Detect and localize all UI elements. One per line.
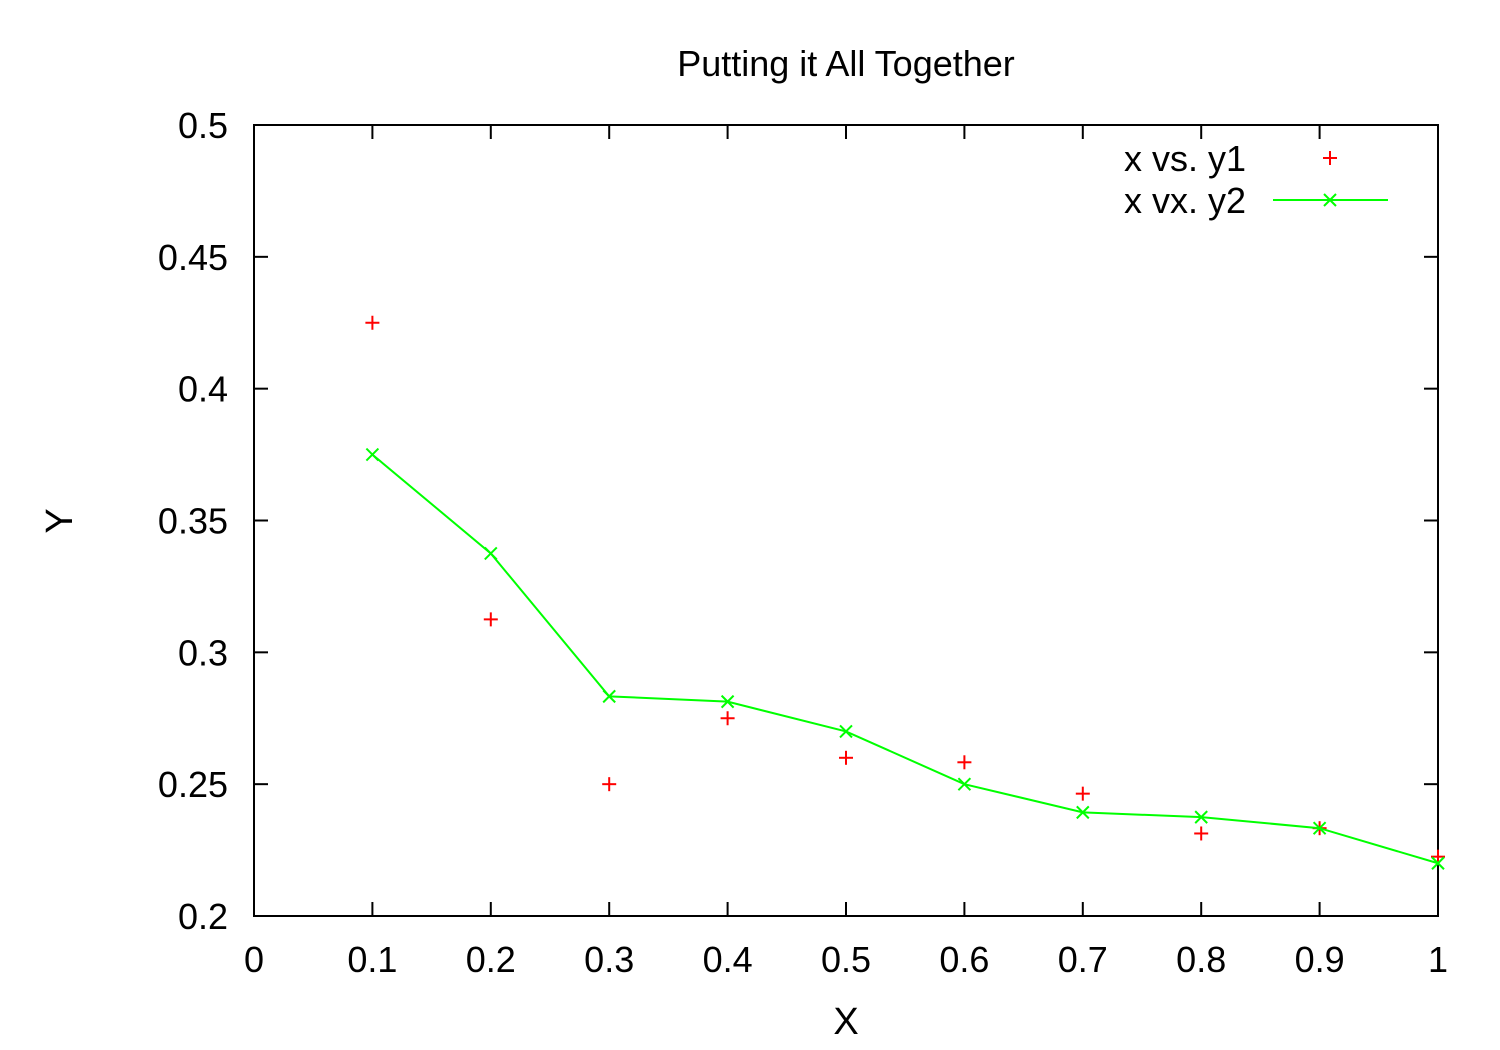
y-tick-label: 0.25	[158, 764, 228, 805]
y-tick-label: 0.2	[178, 896, 228, 937]
x-tick-label: 0.1	[347, 939, 397, 980]
y-axis-ticks: 0.2 0.25 0.3 0.35 0.4 0.45 0.5	[158, 105, 1438, 937]
y-tick-label: 0.5	[178, 105, 228, 146]
y-tick-label: 0.3	[178, 632, 228, 673]
legend-marker	[1323, 151, 1337, 165]
x-tick-label: 0.3	[584, 939, 634, 980]
series-2-point	[365, 447, 380, 462]
legend: x vs. y1x vx. y2	[1124, 138, 1388, 221]
series-1-point	[1431, 849, 1445, 864]
x-tick-label: 0.7	[1058, 939, 1108, 980]
series-1-point	[1194, 826, 1209, 841]
series-2-line	[371, 453, 1439, 865]
x-tick-label: 0.5	[821, 939, 871, 980]
y-tick-label: 0.45	[158, 237, 228, 278]
x-tick-label: 0	[244, 939, 264, 980]
series-2-point	[484, 546, 498, 561]
series-1-point	[720, 711, 735, 726]
x-tick-label: 0.6	[939, 939, 989, 980]
series-1-point	[365, 315, 380, 330]
series-1-point	[839, 750, 853, 765]
series-2-point	[1431, 856, 1445, 870]
x-tick-label: 0.4	[703, 939, 753, 980]
y-axis-label: Y	[39, 508, 81, 533]
x-tick-label: 0.9	[1295, 939, 1345, 980]
legend-label: x vx. y2	[1124, 180, 1246, 221]
x-axis-label: X	[833, 1001, 858, 1043]
legend-marker	[1323, 193, 1337, 207]
legend-label: x vs. y1	[1124, 138, 1246, 179]
x-tick-label: 0.2	[466, 939, 516, 980]
legend-sample	[1273, 193, 1388, 207]
series-1-point	[602, 777, 617, 792]
series-1-point	[1075, 786, 1090, 801]
series-2-point	[1312, 821, 1327, 835]
series-2-point	[1194, 810, 1208, 824]
y-tick-label: 0.4	[178, 369, 228, 410]
series-2-point	[720, 694, 735, 709]
legend-sample	[1323, 151, 1337, 165]
y-tick-label: 0.35	[158, 501, 228, 542]
series-2-point	[1076, 805, 1090, 820]
series-2-point	[602, 689, 616, 704]
chart-title: Putting it All Together	[677, 43, 1015, 84]
series-2	[365, 447, 1445, 870]
series-1-point	[483, 612, 498, 627]
series-1-point	[957, 755, 972, 770]
plot-area	[365, 315, 1445, 870]
series-1	[365, 315, 1445, 864]
series-2-point	[957, 777, 972, 791]
x-axis-ticks: 0 0.1 0.2 0.3 0.4 0.5 0.6 0.7 0.8 0.9 1	[244, 125, 1448, 980]
x-tick-label: 0.8	[1176, 939, 1226, 980]
series-2-point	[839, 724, 853, 739]
x-tick-label: 1	[1428, 939, 1448, 980]
